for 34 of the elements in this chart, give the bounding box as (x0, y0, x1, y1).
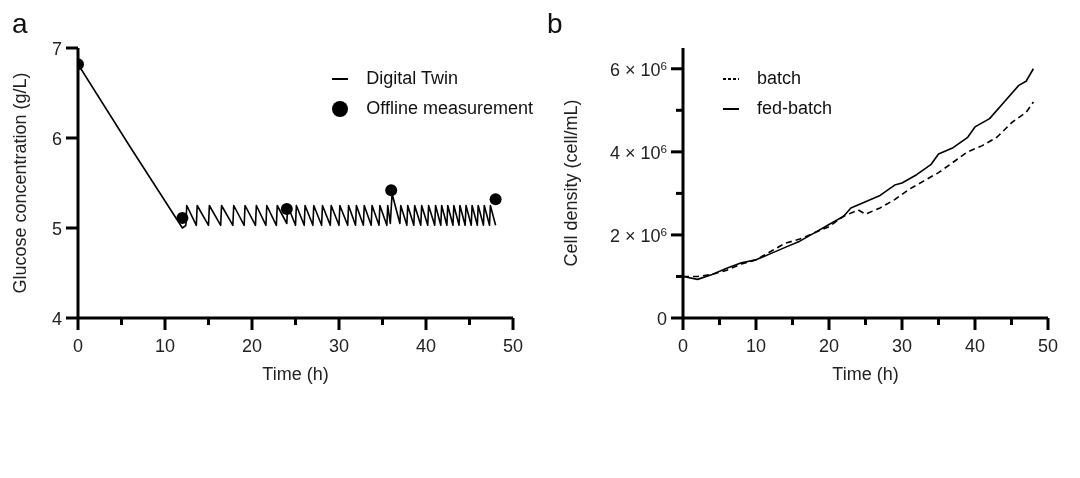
x-tick-label: 40 (415, 336, 437, 356)
x-tick-label: 50 (502, 336, 524, 356)
point (489, 193, 502, 206)
x-tick-label: 0 (72, 336, 84, 356)
chart-title: b (547, 8, 563, 40)
y-tick-label: 5 (51, 219, 62, 239)
y-tick-label: 6 × 10$^{6}$ (609, 58, 667, 80)
y-axis-title: Cell density (cell/mL) (561, 99, 582, 267)
legend-label: batch (757, 68, 802, 88)
point (385, 184, 398, 197)
legend-label: Digital Twin (366, 68, 458, 88)
point (176, 212, 189, 225)
y-tick-label: 4 (51, 309, 62, 329)
y-tick-label: 7 (51, 39, 62, 59)
x-tick-label: 20 (818, 336, 840, 356)
x-tick-label: 10 (745, 336, 767, 356)
x-axis-title: Time (h) (832, 364, 899, 384)
x-tick-label: 40 (964, 336, 986, 356)
point (280, 203, 293, 216)
x-axis-title: Time (h) (262, 364, 329, 384)
legend-label: Offline measurement (366, 98, 533, 118)
y-tick-label: 2 × 10$^{6}$ (609, 224, 667, 246)
chart-title: a (12, 8, 28, 40)
x-tick-label: 50 (1037, 336, 1059, 356)
x-tick-label: 30 (328, 336, 350, 356)
legend-label: fed-batch (757, 98, 833, 118)
x-tick-label: 20 (241, 336, 263, 356)
x-tick-label: 0 (677, 336, 689, 356)
y-tick-label: 4 × 10$^{6}$ (609, 141, 667, 163)
y-axis-title: Glucose concentration (g/L) (10, 72, 31, 294)
y-tick-label: 6 (51, 129, 62, 149)
x-tick-label: 30 (891, 336, 913, 356)
y-tick-label: 0 (656, 309, 667, 329)
x-tick-label: 10 (154, 336, 176, 356)
